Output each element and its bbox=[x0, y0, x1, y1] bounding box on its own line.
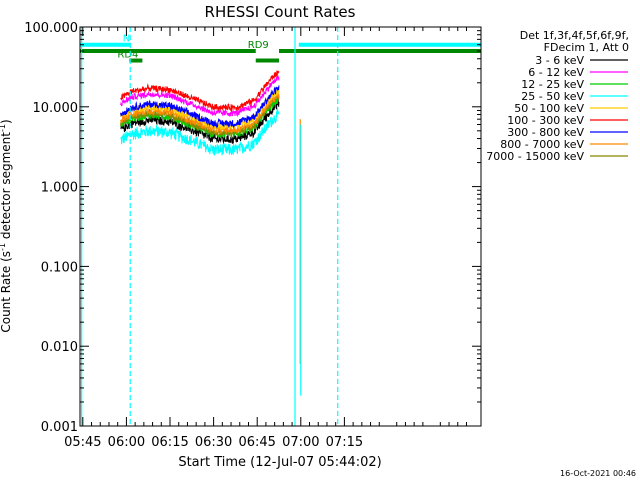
series-line-3 bbox=[120, 95, 280, 137]
series-line-8 bbox=[120, 70, 280, 113]
y-axis: 100.000 10.000 1.000 0.100 0.010 0.001 bbox=[24, 21, 481, 435]
y-tick-label-1: 10.000 bbox=[33, 101, 79, 116]
vertical-markers bbox=[81, 27, 339, 426]
legend-entry-label-7: 800 - 7000 keV bbox=[500, 138, 584, 151]
series-layer bbox=[120, 70, 302, 396]
x-tick-label-2: 06:15 bbox=[151, 435, 188, 450]
x-tick-label-5: 07:00 bbox=[282, 435, 319, 450]
series-line-1 bbox=[120, 99, 280, 145]
annotation-bar-label-2: RD4 bbox=[117, 50, 138, 61]
legend-entry-label-3: 25 - 50 keV bbox=[521, 90, 584, 103]
legend-entry-label-0: 3 - 6 keV bbox=[535, 54, 584, 67]
y-axis-label: Count Rate (s-1 detector segment-1) bbox=[0, 119, 13, 332]
x-tick-label-0: 05:45 bbox=[64, 435, 101, 450]
x-tick-label-4: 06:45 bbox=[238, 435, 275, 450]
legend-entry-label-6: 300 - 800 keV bbox=[507, 126, 584, 139]
y-tick-label-0: 100.000 bbox=[24, 21, 78, 36]
chart-title: RHESSI Count Rates bbox=[205, 3, 356, 21]
plot-frame bbox=[79, 26, 482, 427]
y-tick-label-5: 0.001 bbox=[41, 420, 78, 435]
generation-timestamp: 16-Oct-2021 00:46 bbox=[560, 469, 636, 478]
series-line-7 bbox=[120, 75, 280, 118]
legend: Det 1f,3f,4f,5f,6f,9f, FDecim 1, Att 0 3… bbox=[486, 29, 629, 163]
legend-header-line-2: FDecim 1, Att 0 bbox=[544, 41, 629, 54]
y-tick-label-2: 1.000 bbox=[41, 181, 78, 196]
series-line-0 bbox=[120, 107, 280, 157]
y-tick-label-4: 0.010 bbox=[41, 340, 78, 355]
x-tick-label-1: 06:00 bbox=[108, 435, 145, 450]
annotation-bars: N RD9 RD4 bbox=[80, 34, 481, 63]
x-tick-label-3: 06:30 bbox=[195, 435, 232, 450]
x-tick-label-6: 07:15 bbox=[326, 435, 363, 450]
legend-header-line-1: Det 1f,3f,4f,5f,6f,9f, bbox=[520, 29, 629, 42]
x-axis-label: Start Time (12-Jul-07 05:44:02) bbox=[178, 455, 381, 470]
legend-entry-label-2: 12 - 25 keV bbox=[521, 78, 584, 91]
annotation-bar-label-1: RD9 bbox=[248, 40, 269, 51]
legend-entry-label-4: 50 - 100 keV bbox=[514, 102, 584, 115]
legend-entry-label-1: 6 - 12 keV bbox=[528, 66, 584, 79]
legend-entry-label-8: 7000 - 15000 keV bbox=[486, 150, 584, 163]
x-axis: 05:45 06:00 06:15 06:30 06:45 07:00 07:15 bbox=[64, 27, 467, 450]
annotation-bar-label-0: N bbox=[123, 34, 130, 45]
series-line-6 bbox=[120, 85, 280, 130]
legend-entry-label-5: 100 - 300 keV bbox=[507, 114, 584, 127]
y-tick-label-3: 0.100 bbox=[41, 260, 78, 275]
